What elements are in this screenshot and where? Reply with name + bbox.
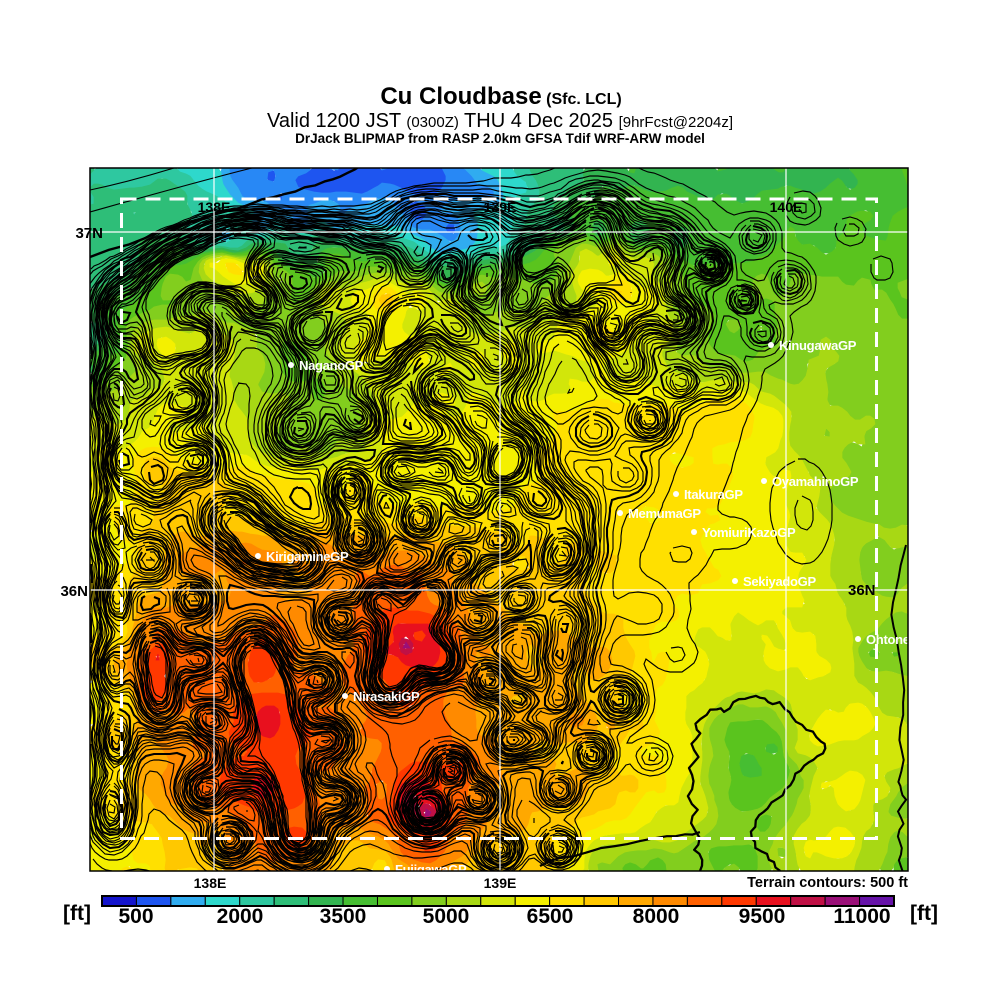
svg-text:9500: 9500 (739, 905, 786, 928)
svg-text:KirigamineGP: KirigamineGP (266, 549, 349, 564)
svg-text:DrJack BLIPMAP from RASP 2.0km: DrJack BLIPMAP from RASP 2.0km GFSA Tdif… (295, 131, 705, 146)
svg-text:139E: 139E (484, 875, 517, 891)
svg-text:NaganoGP: NaganoGP (299, 358, 364, 373)
svg-text:ItakuraGP: ItakuraGP (684, 487, 743, 502)
svg-text:2000: 2000 (217, 905, 264, 928)
svg-text:YomiuriKazoGP: YomiuriKazoGP (702, 525, 796, 540)
svg-text:NirasakiGP: NirasakiGP (353, 689, 420, 704)
svg-text:OhtoneGP: OhtoneGP (866, 632, 929, 647)
svg-text:Valid 1200 JST (0300Z) THU 4 D: Valid 1200 JST (0300Z) THU 4 Dec 2025 [9… (267, 110, 733, 132)
svg-text:KinugawaGP: KinugawaGP (779, 338, 857, 353)
svg-text:8000: 8000 (633, 905, 680, 928)
svg-text:138E: 138E (198, 199, 231, 215)
svg-text:MemumaGP: MemumaGP (628, 506, 701, 521)
svg-text:36N: 36N (60, 583, 88, 600)
svg-text:[ft]: [ft] (910, 902, 938, 925)
svg-text:Cu Cloudbase (Sfc. LCL): Cu Cloudbase (Sfc. LCL) (380, 83, 621, 110)
svg-text:6500: 6500 (527, 905, 574, 928)
svg-text:Terrain contours: 500 ft: Terrain contours: 500 ft (747, 875, 908, 891)
svg-text:3500: 3500 (320, 905, 367, 928)
svg-text:11000: 11000 (833, 905, 890, 928)
svg-text:140E: 140E (770, 199, 803, 215)
svg-text:500: 500 (118, 905, 153, 928)
svg-text:5000: 5000 (423, 905, 470, 928)
svg-text:[ft]: [ft] (63, 902, 91, 925)
svg-text:OyamahinoGP: OyamahinoGP (772, 474, 859, 489)
svg-text:36N: 36N (848, 582, 876, 599)
svg-text:139E: 139E (484, 199, 517, 215)
svg-text:FujigawaGP: FujigawaGP (395, 862, 467, 877)
svg-text:SekiyadoGP: SekiyadoGP (743, 574, 816, 589)
svg-text:37N: 37N (75, 225, 103, 242)
svg-text:138E: 138E (194, 875, 227, 891)
